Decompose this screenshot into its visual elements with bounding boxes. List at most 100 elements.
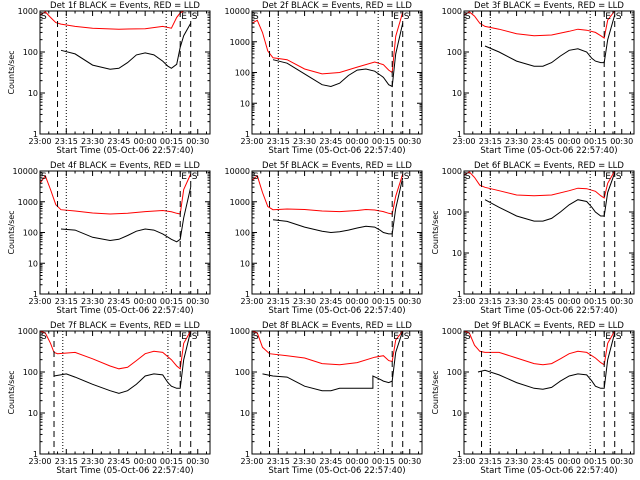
y-tick-label: 10 (240, 259, 250, 268)
marker-label-e: E (393, 332, 399, 342)
x-tick-label: 23:45 (319, 297, 342, 306)
y-tick-label: 10 (452, 409, 462, 418)
y-tick-label: 1 (245, 290, 250, 299)
chart-title: Det 3f BLACK = Events, RED = LLD (474, 1, 624, 11)
x-tick-label: 23:45 (107, 137, 130, 146)
x-axis-label: Start Time (05-Oct-06 22:57:40) (268, 146, 405, 156)
y-tick-label: 1 (245, 450, 250, 459)
events-series-line (53, 330, 192, 394)
x-tick-label: 00:30 (186, 457, 209, 466)
x-tick-label: 23:15 (55, 137, 78, 146)
x-tick-label: 00:00 (558, 457, 581, 466)
y-tick-label: 1 (33, 290, 38, 299)
x-tick-label: 23:15 (479, 297, 502, 306)
x-tick-label: 23:00 (240, 457, 263, 466)
y-tick-label: 100 (447, 48, 462, 57)
x-axis-label: Start Time (05-Oct-06 22:57:40) (480, 146, 617, 156)
marker-label-s: S (41, 332, 47, 342)
y-tick-label: 100 (447, 208, 462, 217)
marker-label-e: E (181, 12, 187, 22)
y-tick-label: 100 (23, 368, 38, 377)
marker-label-s: S (192, 12, 198, 22)
y-tick-label: 10 (452, 249, 462, 258)
chart-title: Det 2f BLACK = Events, RED = LLD (262, 1, 412, 11)
events-series-line (484, 14, 616, 67)
marker-label-s: S (404, 12, 410, 22)
lld-series-line (251, 173, 404, 215)
y-axis-label: Counts/sec (431, 370, 440, 414)
y-tick-label: 10000 (225, 167, 250, 176)
y-tick-label: 10 (28, 89, 38, 98)
x-tick-label: 00:00 (558, 137, 581, 146)
marker-label-s: S (192, 172, 198, 182)
x-axis-label: Start Time (05-Oct-06 22:57:40) (268, 306, 405, 316)
x-axis-label: Start Time (05-Oct-06 22:57:40) (268, 466, 405, 476)
x-tick-label: 23:00 (240, 137, 263, 146)
x-tick-label: 23:00 (452, 137, 475, 146)
x-axis-label: Start Time (05-Oct-06 22:57:40) (56, 146, 193, 156)
y-axis-label: Counts/sec (7, 370, 16, 414)
marker-label-e: E (181, 172, 187, 182)
x-tick-label: 00:15 (584, 137, 607, 146)
x-tick-label: 23:00 (28, 457, 51, 466)
plot-frame (463, 330, 635, 455)
x-tick-label: 00:00 (558, 297, 581, 306)
x-tick-label: 23:00 (452, 457, 475, 466)
x-tick-label: 00:00 (134, 137, 157, 146)
x-tick-label: 23:45 (531, 137, 554, 146)
x-tick-label: 23:30 (81, 137, 104, 146)
y-tick-label: 1000 (442, 167, 462, 176)
marker-label-s: S (616, 12, 622, 22)
y-axis-label: Counts/sec (431, 210, 440, 254)
x-tick-label: 00:30 (610, 297, 633, 306)
marker-label-e: E (605, 332, 611, 342)
y-tick-label: 1 (33, 450, 38, 459)
marker-label-s: S (253, 172, 259, 182)
x-tick-label: 00:15 (584, 457, 607, 466)
events-series-line (484, 172, 616, 222)
events-series-line (477, 332, 616, 390)
x-axis-label: Start Time (05-Oct-06 22:57:40) (56, 306, 193, 316)
chart-title: Det 4f BLACK = Events, RED = LLD (50, 161, 200, 171)
x-tick-label: 00:15 (584, 297, 607, 306)
x-tick-label: 23:45 (319, 137, 342, 146)
y-tick-label: 10000 (225, 7, 250, 16)
x-tick-label: 00:00 (346, 137, 369, 146)
x-tick-label: 00:00 (134, 297, 157, 306)
lld-series-line (251, 330, 404, 366)
y-tick-label: 100 (447, 368, 462, 377)
x-axis-label: Start Time (05-Oct-06 22:57:40) (480, 306, 617, 316)
chart-title: Det 1f BLACK = Events, RED = LLD (50, 1, 200, 11)
marker-label-s: S (465, 172, 471, 182)
x-tick-label: 00:30 (610, 457, 633, 466)
chart-title: Det 9f BLACK = Events, RED = LLD (474, 321, 624, 331)
chart-title: Det 7f BLACK = Events, RED = LLD (50, 321, 200, 331)
y-tick-label: 1 (457, 130, 462, 139)
plot-frame (39, 330, 211, 455)
y-tick-label: 1000 (230, 327, 250, 336)
x-tick-label: 23:15 (267, 137, 290, 146)
x-tick-label: 23:30 (81, 457, 104, 466)
y-tick-label: 1000 (18, 7, 38, 16)
y-tick-label: 10000 (13, 167, 38, 176)
x-tick-label: 00:00 (134, 457, 157, 466)
x-tick-label: 00:00 (346, 297, 369, 306)
lld-series-line (39, 173, 192, 215)
x-tick-label: 23:15 (267, 457, 290, 466)
events-series-line (272, 23, 404, 88)
x-tick-label: 00:15 (160, 457, 183, 466)
x-tick-label: 00:30 (186, 297, 209, 306)
x-tick-label: 23:30 (505, 457, 528, 466)
y-tick-label: 1 (245, 130, 250, 139)
marker-label-s: S (41, 12, 47, 22)
x-axis-label: Start Time (05-Oct-06 22:57:40) (480, 466, 617, 476)
y-tick-label: 10 (28, 409, 38, 418)
y-tick-label: 1000 (230, 38, 250, 47)
marker-label-e: E (393, 172, 399, 182)
x-tick-label: 23:00 (28, 297, 51, 306)
events-series-line (60, 23, 192, 70)
